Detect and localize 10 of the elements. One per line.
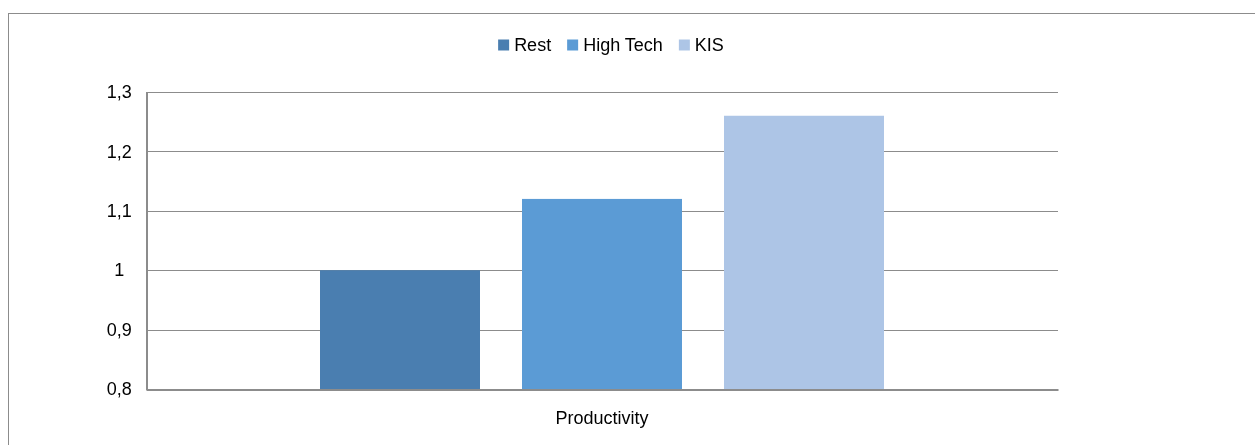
legend-label: KIS: [694, 35, 724, 56]
y-tick-label: 1,3: [106, 82, 132, 103]
y-tick-label: 1: [114, 260, 125, 281]
y-tick-label: 0,8: [106, 379, 132, 400]
legend-label: High Tech: [583, 35, 663, 56]
y-tick-label: 1,2: [106, 141, 132, 162]
x-tick-label: Productivity: [555, 408, 649, 429]
y-tick-label: 1,1: [106, 201, 132, 222]
legend-label: Rest: [514, 35, 552, 56]
y-tick-label: 0,9: [106, 319, 132, 340]
